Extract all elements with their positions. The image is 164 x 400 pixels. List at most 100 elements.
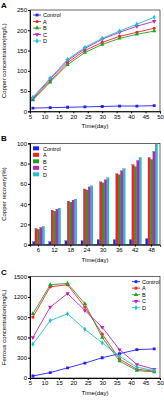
plot-area	[33, 143, 158, 244]
legend-label: D	[43, 38, 47, 44]
tick-label: 40	[20, 202, 27, 208]
bar	[97, 240, 99, 245]
bar	[67, 201, 69, 245]
tick-label: 35	[114, 114, 121, 120]
legend-marker	[35, 20, 38, 23]
tick-label: 24	[84, 247, 91, 253]
tick-mark	[28, 184, 30, 185]
tick-label: 18	[67, 247, 74, 253]
marker	[135, 105, 138, 108]
tick: 15	[56, 111, 63, 119]
tick-label: 20	[70, 380, 77, 386]
bar	[83, 189, 85, 245]
tick-label: 900	[17, 315, 28, 321]
legend-swatch	[33, 172, 39, 176]
y-axis: 050100150200250	[17, 7, 31, 114]
x-axis: 5101520253035404550	[29, 378, 164, 386]
tick-label: 25	[85, 380, 92, 386]
marker	[118, 105, 121, 108]
tick: 15	[56, 378, 63, 386]
bar-series	[40, 151, 155, 244]
legend-swatch	[33, 159, 39, 163]
legend-item: Control	[132, 279, 160, 285]
y-axis: 020406080100	[17, 141, 31, 248]
tick: 40	[128, 111, 135, 119]
tick-mark	[28, 378, 30, 379]
legend-label: A	[43, 19, 47, 25]
legend: ControlABCD	[33, 12, 61, 44]
plot-frame	[30, 143, 160, 244]
tick: 30	[99, 111, 106, 119]
tick-label: 100	[17, 68, 28, 74]
axis-line	[31, 112, 161, 114]
marker	[101, 356, 104, 359]
tick-label: 0	[24, 109, 28, 115]
marker	[83, 309, 87, 313]
bar	[42, 226, 44, 244]
tick: 35	[114, 111, 121, 119]
bar-series	[42, 143, 157, 244]
bar-series	[37, 160, 152, 245]
tick: 20	[70, 378, 77, 386]
tick: 10	[42, 111, 49, 119]
tick-label: 60	[20, 181, 27, 187]
line	[33, 283, 154, 371]
marker	[100, 42, 104, 46]
tick: 50	[157, 378, 164, 386]
axis-line	[28, 277, 31, 378]
tick-label: 50	[157, 380, 164, 386]
tick-label: 12	[51, 247, 58, 253]
marker	[31, 311, 35, 315]
tick-label: 100	[17, 141, 28, 147]
marker	[118, 28, 121, 33]
tick: 30	[99, 378, 106, 386]
marker	[31, 95, 34, 100]
plot-frame	[30, 277, 160, 378]
legend-item: A	[33, 19, 47, 25]
legend-swatch	[33, 146, 39, 150]
panel-label: B	[1, 134, 7, 143]
legend-label: C	[142, 298, 146, 304]
bar-series	[35, 158, 150, 245]
marker	[153, 15, 156, 20]
tick: 80	[20, 161, 30, 167]
tick-label: 50	[20, 88, 27, 94]
tick-label: 42	[132, 247, 139, 253]
bar	[40, 227, 42, 244]
marker	[65, 292, 69, 296]
legend-item: C	[33, 32, 47, 38]
panel-label: C	[1, 268, 7, 277]
tick: 42	[132, 245, 139, 253]
bar	[86, 190, 88, 245]
tick-label: 10	[42, 380, 49, 386]
tick-label: 36	[116, 247, 123, 253]
legend-label: B	[142, 292, 146, 298]
legend-label: B	[43, 25, 47, 31]
x-axis-title: Time(day)	[82, 257, 109, 263]
marker	[31, 316, 34, 319]
bar	[33, 242, 35, 245]
tick: 36	[116, 245, 123, 253]
tick-label: 45	[143, 380, 150, 386]
bar	[74, 199, 76, 245]
legend-marker	[134, 287, 137, 290]
marker	[135, 348, 138, 351]
marker	[117, 36, 121, 40]
line	[33, 31, 154, 100]
marker	[83, 362, 86, 365]
tick: 12	[51, 245, 58, 253]
tick: 300	[17, 355, 30, 361]
tick-mark	[28, 71, 30, 72]
tick: 600	[17, 335, 30, 341]
tick: 1200	[14, 294, 30, 300]
bar	[81, 241, 83, 245]
bar	[134, 167, 136, 245]
bar	[72, 200, 74, 245]
legend: ControlABCD	[33, 146, 61, 178]
bar	[65, 241, 67, 245]
legend-label: Control	[43, 146, 61, 152]
tick-label: 35	[114, 380, 121, 386]
tick: 20	[70, 111, 77, 119]
tick: 25	[85, 111, 92, 119]
tick: 250	[17, 7, 30, 13]
